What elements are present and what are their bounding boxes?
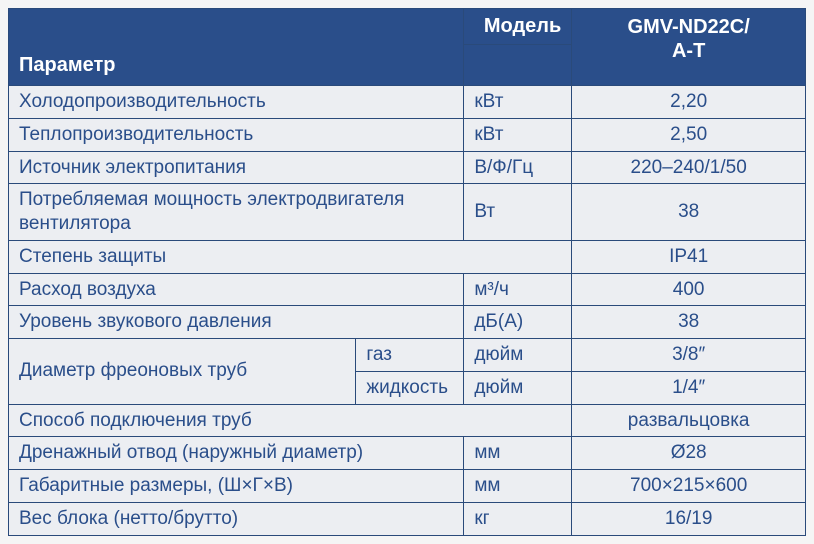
table-row: Потребляемая мощность электродвигателя в… xyxy=(9,184,806,241)
param-value: 220–240/1/50 xyxy=(572,151,806,184)
table-header-row: Параметр Модель GMV-ND22C/A-T xyxy=(9,9,806,45)
spec-table: Параметр Модель GMV-ND22C/A-T Холодопрои… xyxy=(8,8,806,536)
param-value: 38 xyxy=(572,184,806,241)
param-label: Диаметр фреоновых труб xyxy=(9,339,356,405)
header-param: Параметр xyxy=(9,9,464,86)
param-unit: дюйм xyxy=(464,371,572,404)
param-unit: кВт xyxy=(464,118,572,151)
table-row: Диаметр фреоновых труб газ дюйм 3/8″ xyxy=(9,339,806,372)
param-value: 1/4″ xyxy=(572,371,806,404)
param-unit: В/Ф/Гц xyxy=(464,151,572,184)
param-value: 400 xyxy=(572,273,806,306)
param-label: Расход воздуха xyxy=(9,273,464,306)
table-row: Холодопроизводительность кВт 2,20 xyxy=(9,86,806,119)
param-label: Теплопроизводительность xyxy=(9,118,464,151)
param-label: Дренажный отвод (наружный диаметр) xyxy=(9,437,464,470)
param-unit: дюйм xyxy=(464,339,572,372)
table-row: Источник электропитания В/Ф/Гц 220–240/1… xyxy=(9,151,806,184)
header-model-label: Модель xyxy=(464,9,572,45)
table-row: Вес блока (нетто/брутто) кг 16/19 xyxy=(9,502,806,535)
param-label: Холодопроизводительность xyxy=(9,86,464,119)
param-unit: Вт xyxy=(464,184,572,241)
param-unit: кВт xyxy=(464,86,572,119)
param-unit: мм xyxy=(464,437,572,470)
param-value: 2,50 xyxy=(572,118,806,151)
param-value: 38 xyxy=(572,306,806,339)
table-row: Габаритные размеры, (Ш×Г×В) мм 700×215×6… xyxy=(9,470,806,503)
param-unit: мм xyxy=(464,470,572,503)
param-unit: м³/ч xyxy=(464,273,572,306)
param-label: Габаритные размеры, (Ш×Г×В) xyxy=(9,470,464,503)
param-value: 700×215×600 xyxy=(572,470,806,503)
param-sublabel: газ xyxy=(356,339,464,372)
table-row: Расход воздуха м³/ч 400 xyxy=(9,273,806,306)
param-unit: дБ(А) xyxy=(464,306,572,339)
table-row: Способ подключения труб развальцовка xyxy=(9,404,806,437)
table-row: Уровень звукового давления дБ(А) 38 xyxy=(9,306,806,339)
param-label: Уровень звукового давления xyxy=(9,306,464,339)
param-value: 2,20 xyxy=(572,86,806,119)
table-row: Теплопроизводительность кВт 2,50 xyxy=(9,118,806,151)
param-label: Вес блока (нетто/брутто) xyxy=(9,502,464,535)
param-value: развальцовка xyxy=(572,404,806,437)
param-value: 16/19 xyxy=(572,502,806,535)
header-model-code: GMV-ND22C/A-T xyxy=(572,9,806,86)
param-value: Ø28 xyxy=(572,437,806,470)
param-label: Источник электропитания xyxy=(9,151,464,184)
param-label: Способ подключения труб xyxy=(9,404,572,437)
table-row: Дренажный отвод (наружный диаметр) мм Ø2… xyxy=(9,437,806,470)
table-row: Степень защиты IP41 xyxy=(9,240,806,273)
param-label: Степень защиты xyxy=(9,240,572,273)
param-value: IP41 xyxy=(572,240,806,273)
param-sublabel: жидкость xyxy=(356,371,464,404)
param-value: 3/8″ xyxy=(572,339,806,372)
param-unit: кг xyxy=(464,502,572,535)
param-label: Потребляемая мощность электродвигателя в… xyxy=(9,184,464,241)
